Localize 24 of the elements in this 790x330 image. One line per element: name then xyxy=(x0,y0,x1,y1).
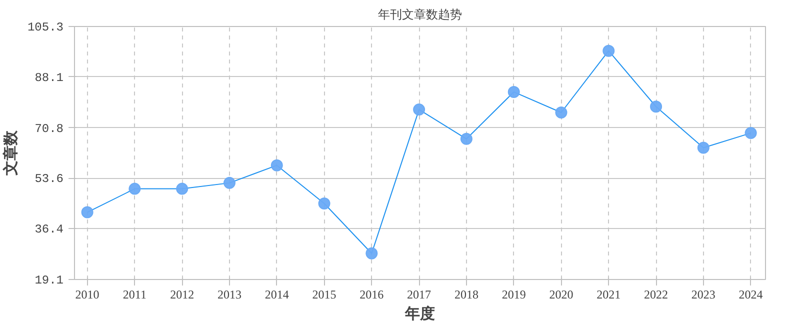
x-tick-label: 2016 xyxy=(360,288,384,302)
x-tick-label: 2019 xyxy=(502,288,526,302)
y-tick-label: 70.8 xyxy=(34,122,64,136)
y-tick-label: 36.4 xyxy=(34,222,64,237)
x-tick-label: 2020 xyxy=(549,288,574,302)
x-tick-label: 2021 xyxy=(596,288,621,302)
y-tick-label: 19.1 xyxy=(34,274,64,288)
y-tick-label: 105.3 xyxy=(27,20,64,34)
x-tick-label: 2011 xyxy=(122,288,146,302)
x-tick-label: 2024 xyxy=(738,288,763,302)
x-axis-title: 年度 xyxy=(404,304,435,322)
y-tick-label: 53.6 xyxy=(34,172,64,186)
x-tick-label: 2010 xyxy=(75,288,100,302)
x-tick-label: 2015 xyxy=(312,288,336,302)
x-tick-label: 2014 xyxy=(264,288,289,302)
x-tick-label: 2018 xyxy=(454,288,478,302)
chart-title: 年刊文章数趋势 xyxy=(378,8,462,22)
x-tick-label: 2017 xyxy=(407,288,432,302)
x-tick-label: 2012 xyxy=(170,288,194,302)
y-axis-title: 文章数 xyxy=(1,130,20,176)
y-tick-label: 88.1 xyxy=(34,70,64,85)
x-tick-label: 2022 xyxy=(644,288,668,302)
x-tick-label: 2023 xyxy=(691,288,716,302)
x-tick-label: 2013 xyxy=(217,288,242,302)
